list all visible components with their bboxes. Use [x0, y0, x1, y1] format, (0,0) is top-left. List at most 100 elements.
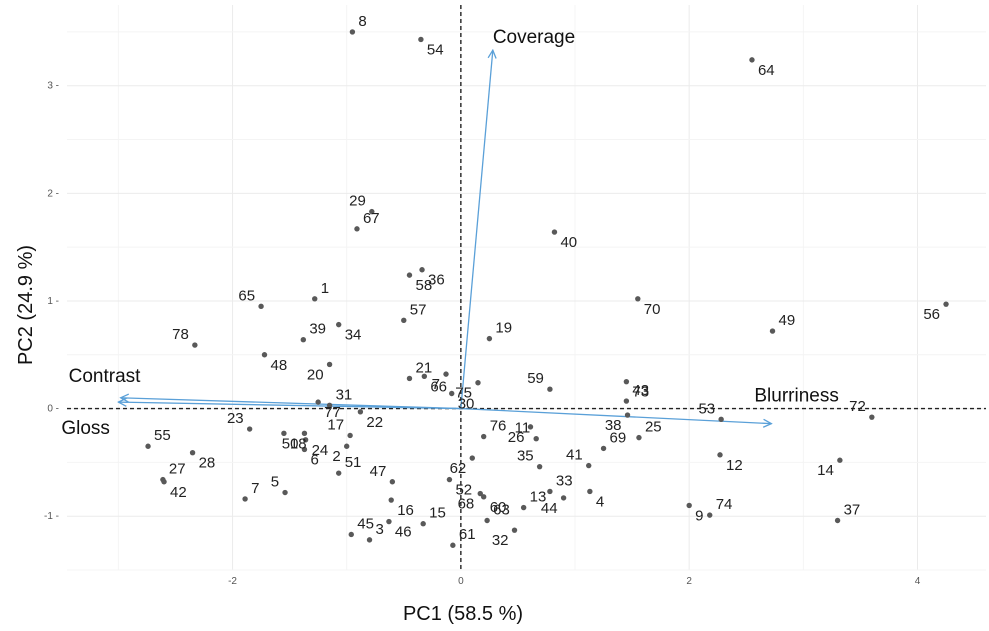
y-tick-label: 3 - — [47, 81, 59, 92]
data-point — [401, 317, 407, 324]
y-axis-title: PC2 (24.9 %) — [15, 245, 37, 365]
point-label: 2 — [332, 448, 340, 465]
point-label: 3 — [376, 521, 384, 538]
data-point — [446, 476, 453, 483]
data-point — [623, 378, 630, 385]
point-label: 37 — [844, 501, 861, 518]
point-label: 50 — [282, 435, 299, 452]
data-point — [326, 361, 333, 368]
point-label: 51 — [345, 454, 362, 471]
point-label: 77 — [324, 404, 341, 421]
data-point — [357, 409, 364, 415]
point-label: 46 — [395, 524, 412, 541]
point-label: 45 — [357, 515, 374, 532]
point-label: 4 — [596, 493, 604, 510]
point-label: 17 — [327, 416, 344, 433]
data-point — [536, 463, 543, 470]
point-label: 48 — [270, 357, 287, 374]
point-label: 63 — [493, 501, 510, 518]
point-label: 75 — [455, 385, 472, 402]
data-point — [869, 414, 875, 420]
point-label: 23 — [227, 410, 244, 427]
point-label: 20 — [307, 366, 324, 383]
data-point — [769, 328, 776, 334]
point-label: 69 — [610, 429, 627, 446]
data-point — [421, 373, 428, 379]
data-point — [943, 301, 949, 307]
data-point — [369, 208, 375, 215]
point-label: 78 — [172, 326, 189, 343]
data-point — [145, 443, 151, 449]
loading-label-gloss: Gloss — [61, 418, 110, 439]
point-label: 9 — [695, 507, 703, 524]
data-point — [388, 497, 394, 503]
data-point — [533, 436, 539, 442]
point-label: 35 — [517, 448, 534, 465]
data-point — [586, 462, 592, 469]
loading-label-contrast: Contrast — [69, 366, 142, 387]
x-tick-label: 2 — [686, 576, 692, 587]
data-point — [347, 432, 353, 439]
reference-lines — [67, 5, 986, 570]
point-label: 40 — [560, 234, 577, 251]
point-label: 24 — [312, 442, 329, 459]
data-point — [547, 488, 553, 495]
point-label: 70 — [644, 301, 661, 318]
data-point — [551, 229, 558, 235]
point-label: 72 — [849, 398, 866, 415]
data-point — [624, 412, 631, 418]
point-label: 7 — [432, 376, 440, 393]
point-label: 14 — [817, 462, 834, 479]
point-label: 41 — [566, 447, 583, 464]
point-label: 58 — [415, 277, 432, 294]
point-label: 42 — [170, 484, 187, 501]
point-label: 44 — [541, 500, 558, 517]
data-point — [749, 57, 755, 63]
data-point — [587, 488, 593, 495]
data-point — [302, 437, 309, 443]
data-point — [717, 452, 723, 458]
point-label: 67 — [363, 210, 380, 227]
grid — [67, 5, 986, 571]
data-point — [480, 433, 487, 440]
loading-label-coverage: Coverage — [493, 27, 575, 48]
data-point — [600, 445, 607, 452]
point-label: 21 — [415, 359, 432, 376]
data-point — [326, 402, 333, 409]
point-label: 57 — [410, 301, 427, 318]
point-label: 65 — [238, 287, 255, 304]
data-point — [486, 335, 493, 342]
data-point — [520, 504, 527, 511]
data-point — [354, 226, 360, 232]
data-points — [145, 29, 949, 548]
data-point — [343, 443, 350, 449]
data-point — [300, 336, 307, 343]
point-label: 18 — [290, 435, 307, 452]
point-label: 12 — [726, 457, 743, 474]
data-point — [837, 457, 843, 463]
data-point — [301, 430, 308, 437]
data-point — [834, 517, 841, 524]
point-label: 68 — [458, 496, 475, 513]
data-point — [511, 527, 518, 533]
data-point — [527, 424, 534, 430]
point-label: 62 — [450, 460, 467, 477]
point-label: 7 — [251, 480, 259, 497]
data-point — [242, 496, 248, 502]
loading-arrow-coverage — [460, 50, 493, 409]
point-label: 15 — [429, 505, 446, 522]
point-label: 16 — [397, 502, 414, 519]
point-label: 33 — [556, 472, 573, 489]
data-point — [301, 446, 308, 453]
data-point — [348, 531, 354, 538]
point-label: 59 — [527, 370, 544, 387]
point-label: 27 — [169, 461, 186, 478]
data-point — [418, 36, 424, 43]
point-label: 36 — [428, 272, 445, 289]
data-point — [636, 434, 642, 441]
x-tick-label: 0 — [458, 576, 464, 587]
point-label: 25 — [645, 419, 662, 436]
data-point — [389, 479, 396, 485]
point-label: 19 — [495, 320, 512, 337]
